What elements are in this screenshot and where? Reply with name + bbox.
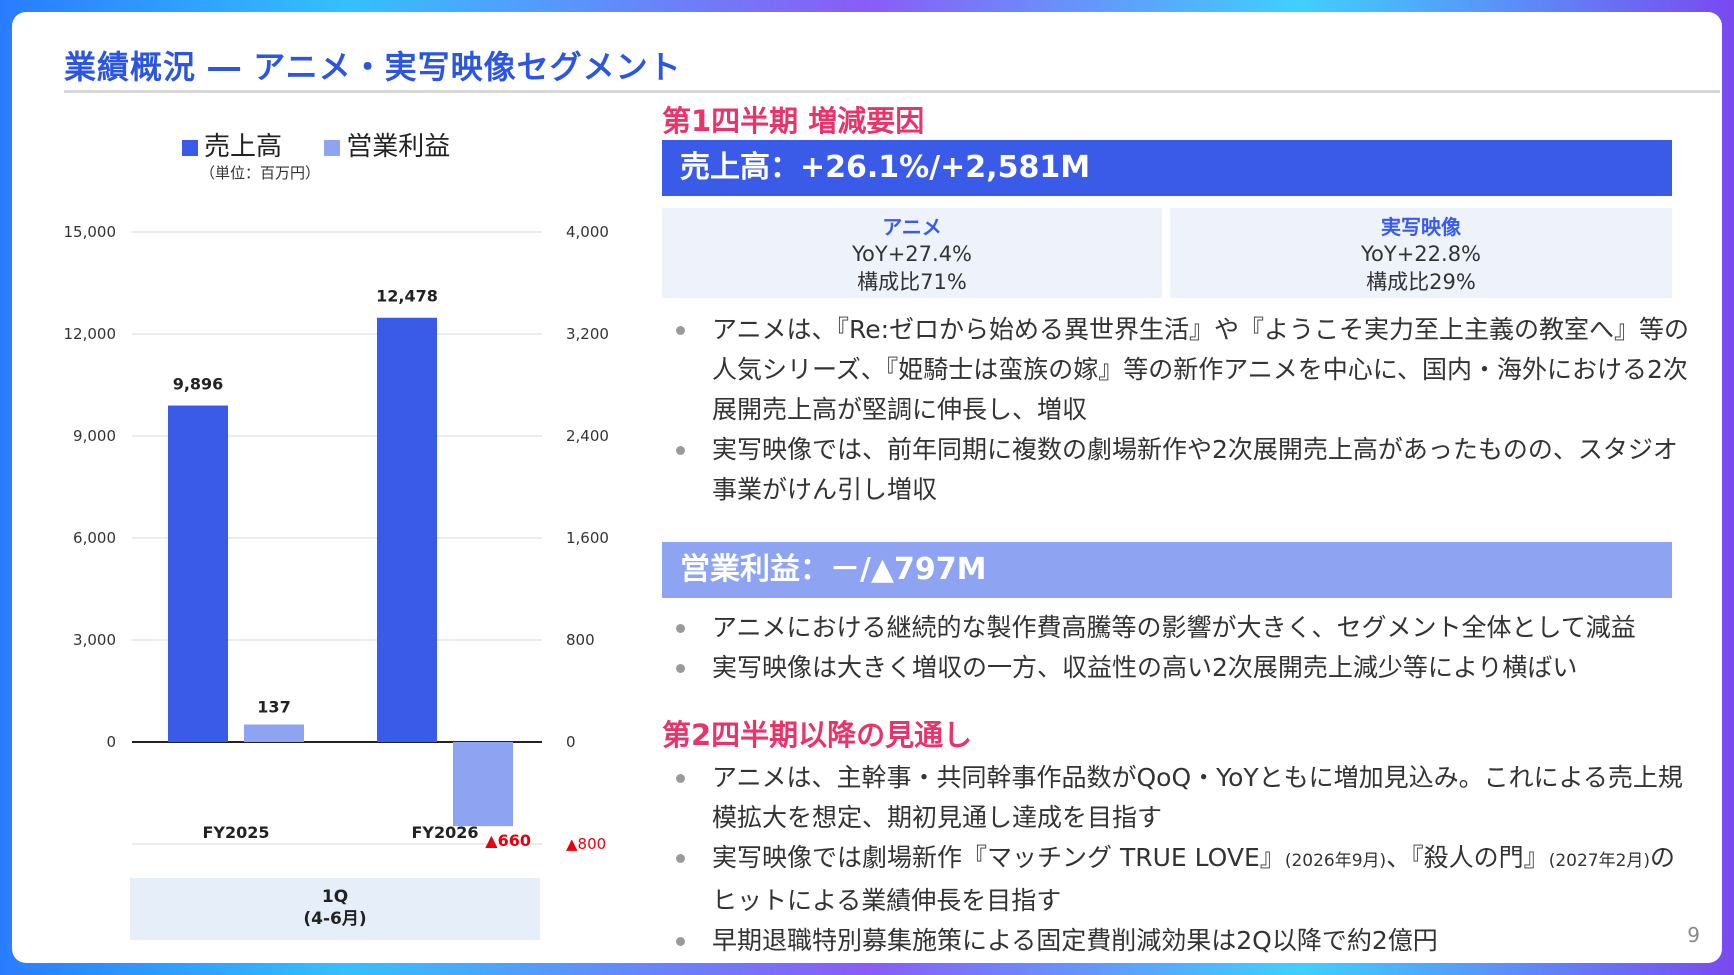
right-tick-label: 2,400 — [566, 427, 609, 445]
sales-band: 売上高：+26.1%/+2,581M — [662, 140, 1672, 196]
q1-heading: 第1四半期 増減要因 — [662, 104, 925, 138]
sales-bullet-2: 実写映像では、前年同期に複数の劇場新作や2次展開売上高があったものの、スタジオ事… — [662, 430, 1692, 510]
profit-bar — [453, 742, 513, 827]
chart-legend: 売上高 営業利益 — [182, 126, 484, 163]
live-cell: 実写映像 YoY+22.8% 構成比29% — [1170, 208, 1672, 298]
profit-bullet-2: 実写映像は大きく増収の一方、収益性の高い2次展開売上減少等により横ばい — [662, 648, 1692, 688]
legend-profit-label: 営業利益 — [346, 132, 451, 162]
outlook-bullet-2-c: 、『殺人の門』 — [1386, 843, 1549, 872]
page-title: 業績概況 ― アニメ・実写映像セグメント — [64, 48, 682, 86]
sales-data-label: 12,478 — [376, 287, 438, 306]
anime-yoy: YoY+27.4% — [851, 242, 973, 266]
profit-data-label: 137 — [257, 698, 290, 717]
profit-bullets: アニメにおける継続的な製作費高騰等の影響が大きく、セグメント全体として減益 実写… — [662, 608, 1692, 688]
profit-bullet-1: アニメにおける継続的な製作費高騰等の影響が大きく、セグメント全体として減益 — [662, 608, 1692, 648]
period-label-line2: (4-6月) — [303, 909, 367, 929]
outlook-bullet-2-b: (2026年9月) — [1284, 851, 1387, 871]
outlook-bullet-1: アニメは、主幹事・共同幹事作品数がQoQ・YoYともに増加見込み。これによる売上… — [662, 758, 1692, 838]
live-label: 実写映像 — [1381, 215, 1461, 239]
profit-band: 営業利益：－/▲797M — [662, 542, 1672, 598]
right-tick-label: ▲800 — [566, 835, 606, 853]
outlook-bullet-3: 早期退職特別募集施策による固定費削減効果は2Q以降で約2億円 — [662, 921, 1692, 961]
anime-label: アニメ — [882, 215, 942, 239]
right-tick-label: 1,600 — [566, 529, 609, 547]
category-label: FY2026 — [411, 823, 478, 842]
left-tick-label: 0 — [106, 733, 116, 751]
sales-bullets: アニメは、『Re:ゼロから始める異世界生活』や『ようこそ実力至上主義の教室へ』等… — [662, 310, 1692, 510]
page-number: 9 — [1687, 923, 1700, 947]
bar-chart: 0 3,000 6,000 9,000 12,000 15,000 ▲800 0 800 1,60… — [64, 223, 609, 853]
outlook-bullet-2: 実写映像では劇場新作『マッチング TRUE LOVE』(2026年9月)、『殺人… — [662, 838, 1692, 921]
profit-data-label: ▲660 — [485, 831, 531, 850]
left-tick-label: 12,000 — [64, 325, 117, 343]
legend-profit: 営業利益 — [324, 132, 450, 162]
period-box: 1Q (4-6月) — [130, 878, 540, 940]
outlook-bullet-2-d: (2027年2月) — [1548, 851, 1651, 871]
outlook-heading: 第2四半期以降の見通し — [662, 718, 973, 752]
legend-profit-swatch — [324, 139, 341, 156]
legend-sales-swatch — [182, 139, 198, 156]
category-label: FY2025 — [202, 823, 269, 842]
live-yoy: YoY+22.8% — [1360, 242, 1482, 266]
live-share: 構成比29% — [1366, 270, 1476, 294]
right-tick-label: 0 — [566, 733, 576, 751]
outlook-bullet-2-e: のヒットによる業績伸長を目指す — [712, 843, 1676, 915]
unit-label: （単位：百万円） — [200, 164, 321, 182]
outlook-bullet-2-a: 実写映像では劇場新作『マッチング TRUE LOVE』 — [712, 843, 1285, 872]
left-tick-label: 9,000 — [73, 427, 116, 445]
period-label-line1: 1Q — [321, 887, 349, 907]
sales-bar — [168, 405, 228, 742]
left-tick-label: 6,000 — [73, 529, 116, 547]
sales-bullet-1: アニメは、『Re:ゼロから始める異世界生活』や『ようこそ実力至上主義の教室へ』等… — [662, 310, 1692, 430]
legend-sales: 売上高 — [182, 132, 282, 162]
sales-bar — [377, 317, 437, 742]
right-tick-label: 4,000 — [566, 223, 609, 241]
outlook-bullets: アニメは、主幹事・共同幹事作品数がQoQ・YoYともに増加見込み。これによる売上… — [662, 758, 1692, 961]
title-divider — [64, 90, 1720, 93]
slide: 業績概況 ― アニメ・実写映像セグメント 売上高 営業利益 （単位：百万円） 0… — [12, 12, 1722, 963]
profit-bar — [244, 724, 304, 742]
right-tick-label: 3,200 — [566, 325, 609, 343]
anime-share: 構成比71% — [857, 270, 967, 294]
anime-cell: アニメ YoY+27.4% 構成比71% — [662, 208, 1162, 298]
left-tick-label: 3,000 — [73, 631, 116, 649]
right-tick-label: 800 — [566, 631, 595, 649]
sales-data-label: 9,896 — [173, 375, 224, 394]
left-tick-label: 15,000 — [64, 223, 117, 241]
legend-sales-label: 売上高 — [204, 132, 283, 162]
